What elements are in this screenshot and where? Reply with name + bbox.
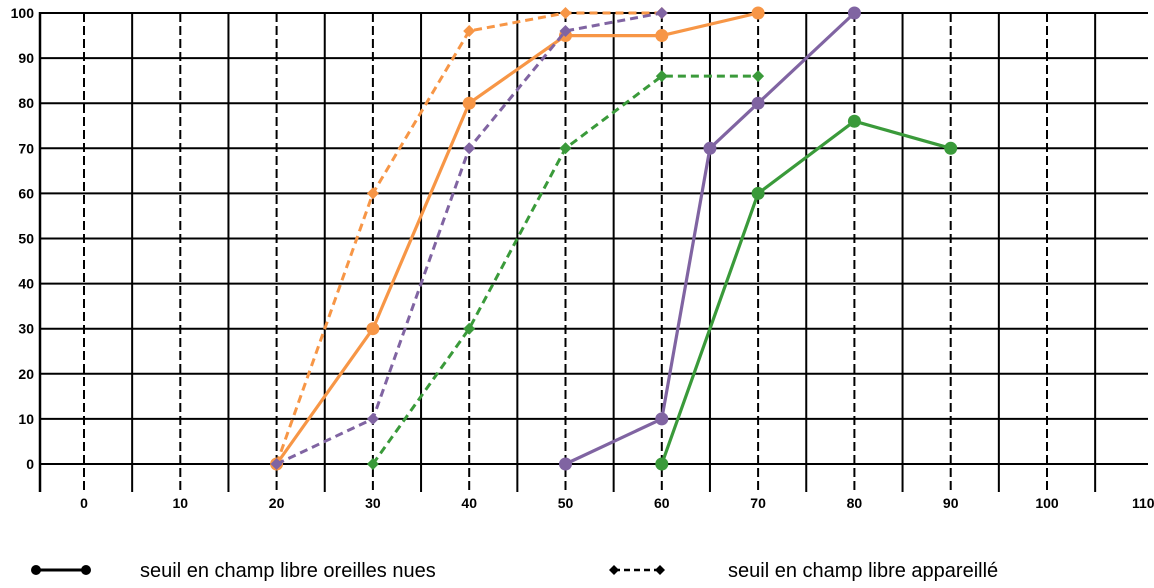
legend-solid-marker-right [81, 565, 91, 575]
data-point [559, 142, 572, 155]
y-tick-label: 90 [18, 50, 34, 66]
x-tick-label: 10 [173, 495, 189, 511]
grid [38, 12, 1148, 492]
legend-label-solid: seuil en champ libre oreilles nues [140, 560, 436, 582]
data-point [703, 141, 717, 155]
data-point [655, 29, 669, 43]
data-point [655, 70, 668, 83]
data-point [366, 412, 379, 425]
x-tick-label: 30 [365, 495, 381, 511]
legend: seuil en champ libre oreilles nues seuil… [31, 560, 998, 582]
data-point [559, 25, 572, 38]
legend-label-dashed: seuil en champ libre appareillé [728, 560, 998, 582]
y-tick-label: 40 [18, 276, 34, 292]
y-tick-label: 100 [11, 5, 35, 21]
x-tick-label: 0 [80, 495, 88, 511]
series-2 [559, 6, 861, 471]
data-point [366, 187, 379, 200]
x-tick-label: 20 [269, 495, 285, 511]
y-tick-label: 10 [18, 411, 34, 427]
data-point [463, 25, 476, 38]
y-tick-label: 50 [18, 231, 34, 247]
x-tick-label: 90 [943, 495, 959, 511]
x-tick-label: 50 [558, 495, 574, 511]
data-point [655, 412, 669, 426]
legend-solid-marker-left [31, 565, 41, 575]
data-point [847, 114, 861, 128]
x-tick-label: 100 [1035, 495, 1059, 511]
data-point [559, 457, 572, 471]
y-tick-label: 60 [18, 185, 34, 201]
data-point [559, 7, 572, 19]
series-4 [655, 114, 958, 471]
x-axis-tick-labels: 0 10 20 30 40 50 60 70 80 90 100 110 [80, 495, 1154, 511]
data-point [366, 322, 380, 336]
data-point [462, 96, 476, 110]
series-line [660, 119, 952, 465]
data-point [752, 70, 765, 83]
data-point [463, 142, 476, 155]
data-point [751, 6, 765, 20]
data-point [366, 458, 379, 470]
y-tick-label: 80 [18, 95, 34, 111]
series-layer [270, 6, 958, 471]
legend-item-dashed: seuil en champ libre appareillé [609, 560, 998, 582]
data-point [463, 322, 476, 335]
data-point [944, 141, 958, 155]
legend-dashed-marker-right [655, 565, 665, 575]
x-tick-label: 60 [654, 495, 670, 511]
x-tick-label: 80 [847, 495, 863, 511]
series-3 [270, 7, 668, 470]
y-tick-label: 20 [18, 366, 34, 382]
x-tick-label: 70 [750, 495, 766, 511]
data-point [270, 458, 283, 470]
x-tick-label: 110 [1132, 495, 1154, 511]
series-line [275, 11, 759, 465]
y-tick-label: 30 [18, 321, 34, 337]
series-5 [366, 70, 765, 470]
y-axis-tick-labels: 0 10 20 30 40 50 60 70 80 90 100 [11, 5, 35, 472]
data-point [751, 186, 765, 200]
legend-dashed-marker-left [609, 565, 619, 575]
x-tick-label: 40 [461, 495, 477, 511]
y-tick-label: 0 [26, 456, 34, 472]
y-tick-label: 70 [18, 140, 34, 156]
data-point [751, 96, 765, 110]
data-point [655, 7, 668, 19]
data-point [655, 457, 669, 471]
data-point [847, 6, 861, 20]
legend-item-solid: seuil en champ libre oreilles nues [31, 560, 436, 582]
